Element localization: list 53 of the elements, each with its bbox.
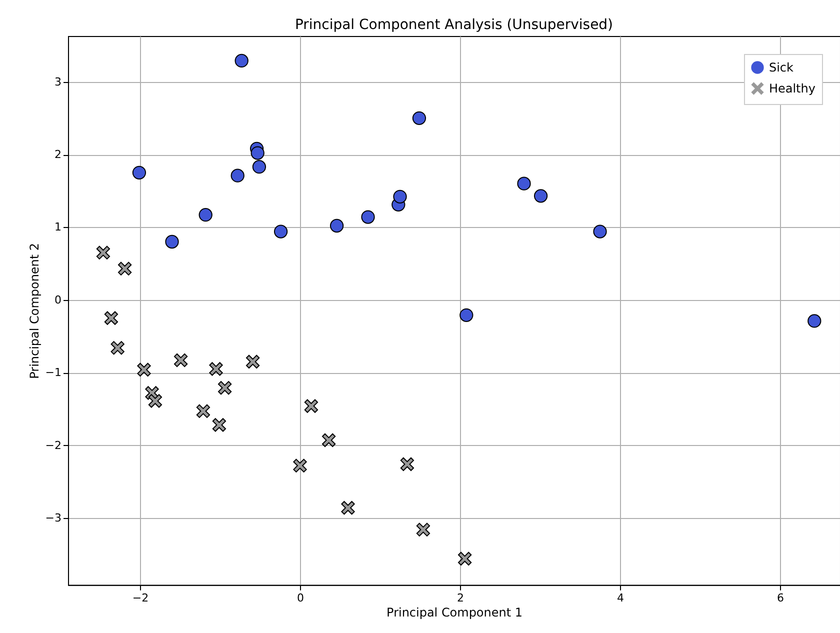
point [252, 160, 266, 174]
legend-label: Sick [768, 60, 794, 74]
y-tick-label: −2 [45, 438, 62, 452]
point [400, 457, 414, 472]
point [148, 394, 162, 408]
point [218, 381, 232, 395]
point [458, 552, 472, 566]
point [230, 168, 244, 182]
y-axis-title: Principal Component 2 [27, 242, 42, 379]
point [137, 362, 151, 377]
point [412, 111, 426, 125]
point [196, 404, 210, 418]
point [246, 354, 260, 369]
x-tick-label: 2 [457, 591, 464, 604]
x-tick-label: −2 [132, 591, 149, 604]
x-axis-title: Principal Component 1 [386, 605, 522, 620]
point [104, 311, 118, 325]
point [330, 218, 344, 233]
point [304, 399, 318, 413]
point [209, 362, 223, 376]
y-tick-label: −1 [45, 366, 62, 380]
point [234, 54, 248, 68]
point [393, 190, 407, 204]
point [460, 308, 474, 322]
chart-title: Principal Component Analysis (Unsupervised) [294, 17, 614, 33]
x-tick-label: 0 [297, 591, 304, 604]
point [118, 262, 132, 276]
point [416, 522, 430, 536]
point [165, 234, 179, 249]
point [96, 246, 110, 260]
point [293, 458, 307, 472]
x-tick-label: 6 [776, 591, 784, 604]
point [593, 224, 607, 238]
x-tick-label: 4 [616, 591, 624, 604]
point [174, 353, 188, 368]
point [132, 166, 146, 180]
legend-label: Healthy [768, 82, 816, 96]
y-tick-label: 1 [54, 220, 62, 234]
point [517, 176, 531, 190]
point [322, 433, 336, 448]
point [361, 210, 375, 224]
y-tick-label: −3 [45, 511, 62, 524]
point [341, 500, 355, 515]
point [808, 314, 822, 328]
point [212, 418, 226, 432]
point [274, 224, 288, 238]
point [110, 341, 124, 355]
y-tick-label: 2 [54, 148, 62, 161]
point [534, 189, 548, 203]
y-tick-label: 3 [54, 75, 62, 88]
y-tick-label: 0 [54, 293, 62, 306]
point [198, 208, 212, 222]
point [250, 146, 264, 160]
